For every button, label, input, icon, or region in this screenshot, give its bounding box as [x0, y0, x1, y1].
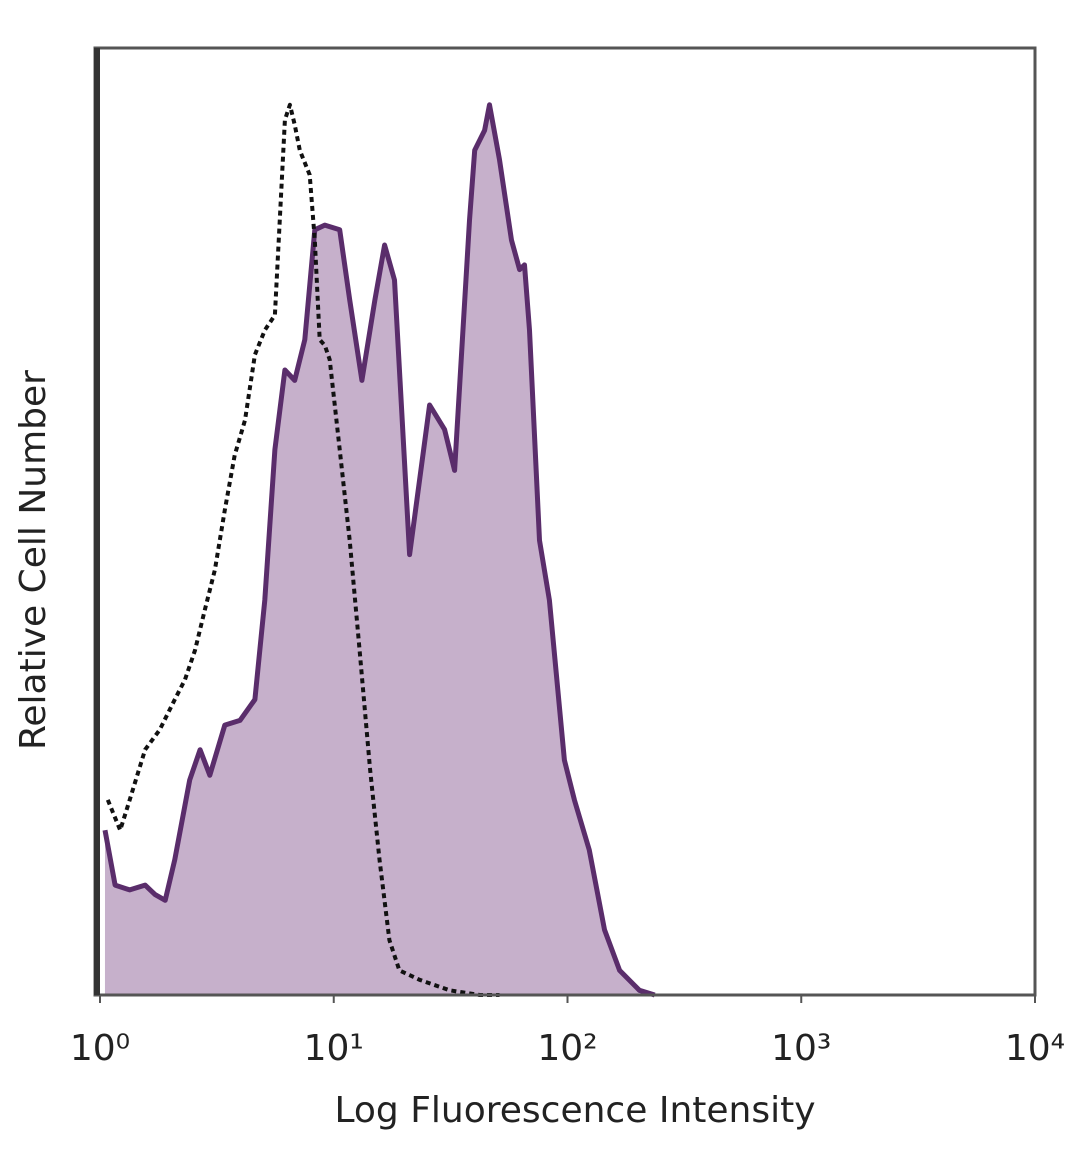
- x-tick-label: 10⁴: [1005, 1028, 1065, 1069]
- plot-area: [102, 102, 656, 998]
- x-tick-label: 10¹: [304, 1028, 364, 1069]
- line: [102, 102, 656, 998]
- x-tick-label: 10⁰: [70, 1028, 130, 1069]
- area: [104, 104, 655, 996]
- x-tick-label: 10³: [771, 1028, 831, 1069]
- x-axis-label: Log Fluorescence Intensity: [334, 1090, 815, 1131]
- x-tick-label: 10²: [537, 1028, 597, 1069]
- y-axis-label: Relative Cell Number: [13, 370, 54, 750]
- line: [105, 102, 500, 997]
